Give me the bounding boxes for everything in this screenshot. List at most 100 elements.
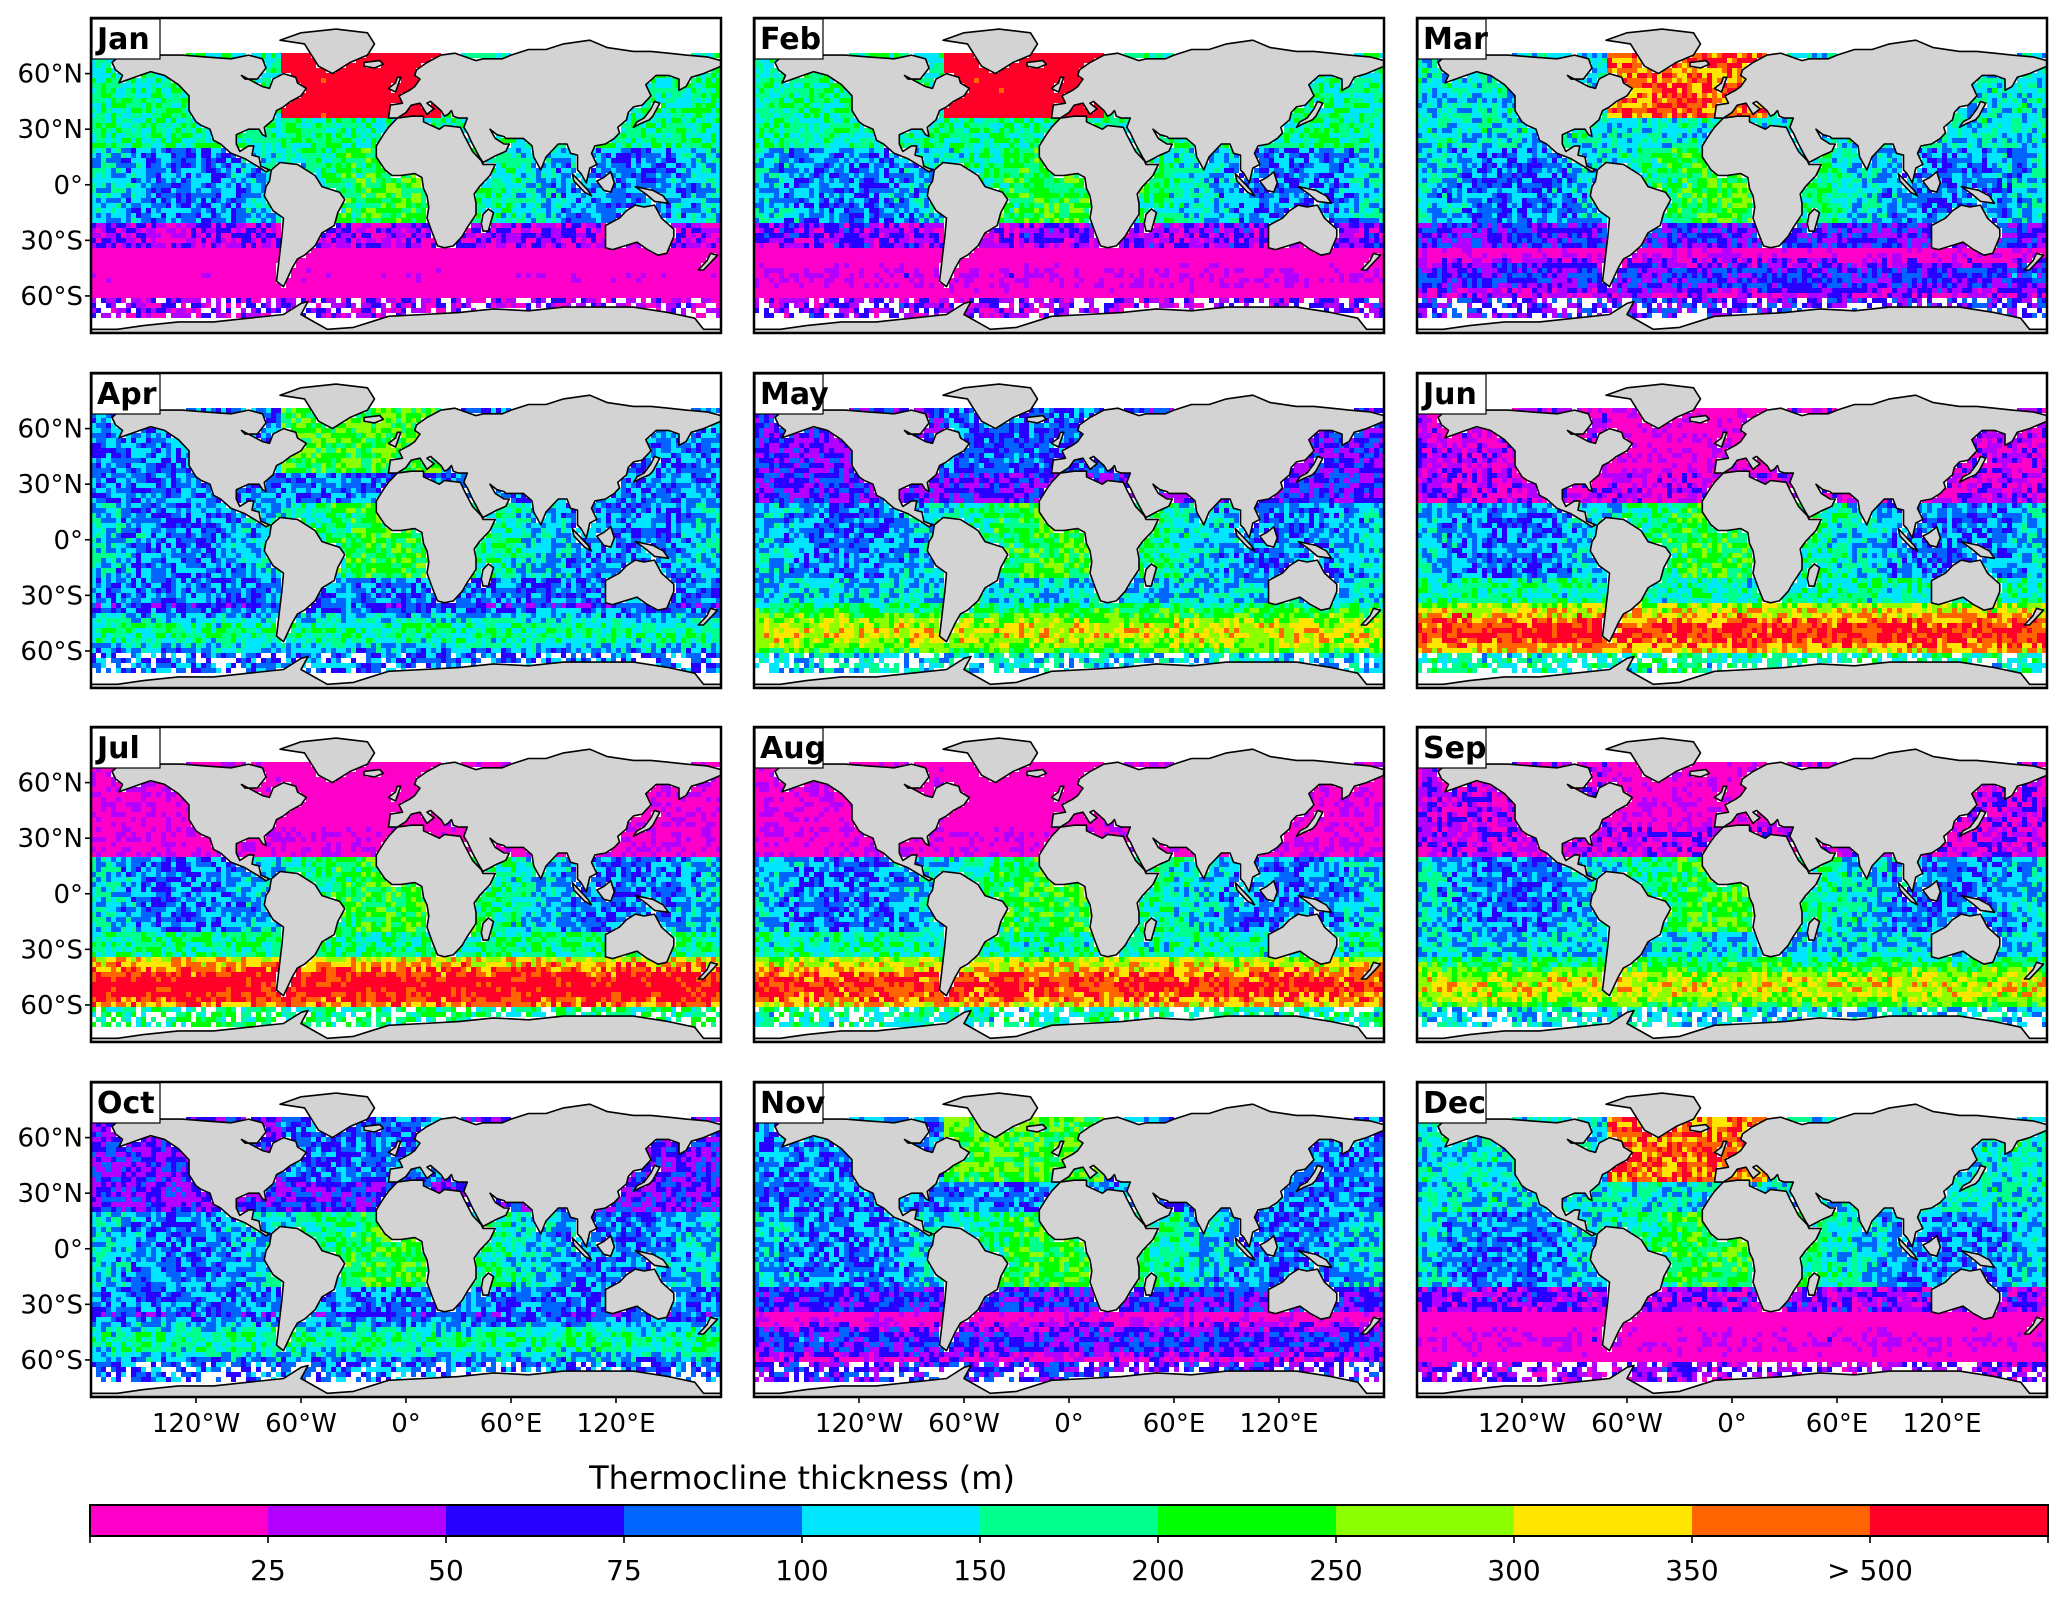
month-label-box: May (754, 373, 829, 415)
month-label-box: Dec (1417, 1082, 1487, 1124)
colorbar-tick-label: 250 (1309, 1554, 1362, 1587)
land-masses (91, 1092, 721, 1397)
colorbar-bins (90, 1505, 2049, 1536)
lat-tick-label: 60°S (20, 282, 83, 312)
month-label-box: Sep (1417, 727, 1487, 769)
colorbar-tick-label: 50 (428, 1554, 464, 1587)
lon-tick-label: 120°W (1478, 1409, 1566, 1439)
month-label: May (760, 377, 829, 412)
month-label-box: Nov (754, 1082, 826, 1124)
land-masses (91, 737, 721, 1042)
colorbar-bin (802, 1505, 981, 1536)
land-masses (754, 1092, 1384, 1397)
lon-tick-label: 120°E (1239, 1409, 1318, 1439)
lon-tick-label: 60°W (1591, 1409, 1663, 1439)
colorbar-tick-label: 200 (1131, 1554, 1184, 1587)
land-masses (1417, 28, 2047, 333)
lat-tick-label: 30°N (17, 1179, 83, 1209)
longitude-axis: 120°W 60°W 0° 60°E 120°E 120°W 60°W 0° 60°E 120°E… (152, 1397, 1982, 1439)
colorbar-bin (1514, 1505, 1693, 1536)
land-masses (1417, 737, 2047, 1042)
colorbar-bin (1158, 1505, 1337, 1536)
month-label: Jun (1421, 377, 1477, 412)
lat-tick-label: 0° (53, 880, 83, 910)
lon-tick-label: 60°W (265, 1409, 337, 1439)
land-masses (754, 383, 1384, 688)
map-panel-dec: Dec (1415, 1080, 2049, 1399)
lon-tick-label: 120°W (152, 1409, 240, 1439)
panel-frame (1415, 16, 2049, 335)
month-label: Oct (97, 1086, 155, 1121)
colorbar-bin (268, 1505, 447, 1536)
thermocline-field (91, 1117, 721, 1382)
colorbar-tick-label: 300 (1487, 1554, 1540, 1587)
month-label: Feb (760, 22, 821, 57)
colorbar-tick-label: 150 (953, 1554, 1006, 1587)
lon-tick-label: 60°E (1143, 1409, 1206, 1439)
latitude-axis: 60°N 30°N 0° 30°S 60°S 60°N 30°N 0° 30°S 60°S 60°N… (17, 60, 91, 1376)
month-label: Aug (760, 731, 826, 766)
lon-tick-label: 120°E (1902, 1409, 1981, 1439)
land-masses (91, 383, 721, 688)
lat-tick-label: 60°N (17, 415, 83, 445)
land-masses (1417, 383, 2047, 688)
map-panel-jul: Jul (89, 725, 723, 1044)
lon-tick-label: 60°E (1806, 1409, 1869, 1439)
lat-tick-label: 60°S (20, 1346, 83, 1376)
month-label-box: Apr (91, 373, 161, 415)
lat-tick-label: 60°N (17, 60, 83, 90)
month-label-box: Jun (1417, 373, 1487, 415)
panel-frame (89, 16, 723, 335)
month-label-box: Jan (91, 18, 161, 60)
colorbar-bin (90, 1505, 269, 1536)
lon-tick-label: 60°W (928, 1409, 1000, 1439)
map-panel-nov: Nov (752, 1080, 1386, 1399)
thermocline-field (1417, 408, 2047, 673)
colorbar: Thermocline thickness (m) 25 50 75 100 150 20… (89, 1459, 2049, 1587)
land-masses (91, 28, 721, 333)
month-label: Sep (1423, 731, 1486, 766)
map-panel-feb: Feb (752, 16, 1386, 335)
colorbar-bin (624, 1505, 803, 1536)
month-label-box: Jul (91, 727, 161, 769)
month-label-box: Feb (754, 18, 824, 60)
panel-frame (1415, 371, 2049, 690)
land-masses (754, 28, 1384, 333)
month-label: Apr (97, 377, 157, 412)
lon-tick-label: 0° (391, 1409, 421, 1439)
month-label: Dec (1423, 1086, 1486, 1121)
lat-tick-label: 30°N (17, 115, 83, 145)
lat-tick-label: 30°N (17, 470, 83, 500)
panel-frame (752, 16, 1386, 335)
colorbar-frame (89, 1504, 2049, 1537)
colorbar-tick-label: 25 (250, 1554, 286, 1587)
lat-tick-label: 30°N (17, 824, 83, 854)
panel-frame (1415, 725, 2049, 1044)
lat-tick-label: 60°S (20, 991, 83, 1021)
colorbar-ticks: 25 50 75 100 150 200 250 300 350 > 500 (89, 1536, 2049, 1587)
month-label: Jan (95, 22, 150, 57)
map-panels: Jan Feb Mar Apr May Jun Jul Aug Sep Oct Nov Dec (89, 16, 2049, 1399)
lat-tick-label: 30°S (20, 581, 83, 611)
map-panel-jun: Jun (1415, 371, 2049, 690)
panel-frame (89, 725, 723, 1044)
lon-tick-label: 60°E (480, 1409, 543, 1439)
panel-frame (752, 371, 1386, 690)
month-label-box: Aug (754, 727, 826, 769)
colorbar-tick-label: > 500 (1827, 1554, 1913, 1587)
map-panel-mar: Mar (1415, 16, 2049, 335)
lon-tick-label: 0° (1054, 1409, 1084, 1439)
colorbar-tick-label: 350 (1665, 1554, 1718, 1587)
lon-tick-label: 0° (1717, 1409, 1747, 1439)
thermocline-field (754, 1117, 1384, 1382)
month-label-box: Oct (91, 1082, 161, 1124)
map-panel-oct: Oct (89, 1080, 723, 1399)
map-panel-may: May (752, 371, 1386, 690)
lat-tick-label: 30°S (20, 935, 83, 965)
thermocline-field (754, 53, 1384, 318)
colorbar-title: Thermocline thickness (m) (588, 1459, 1015, 1497)
lat-tick-label: 0° (53, 526, 83, 556)
colorbar-bin (1692, 1505, 1871, 1536)
colorbar-tick-label: 100 (775, 1554, 828, 1587)
thermocline-field (91, 53, 721, 318)
